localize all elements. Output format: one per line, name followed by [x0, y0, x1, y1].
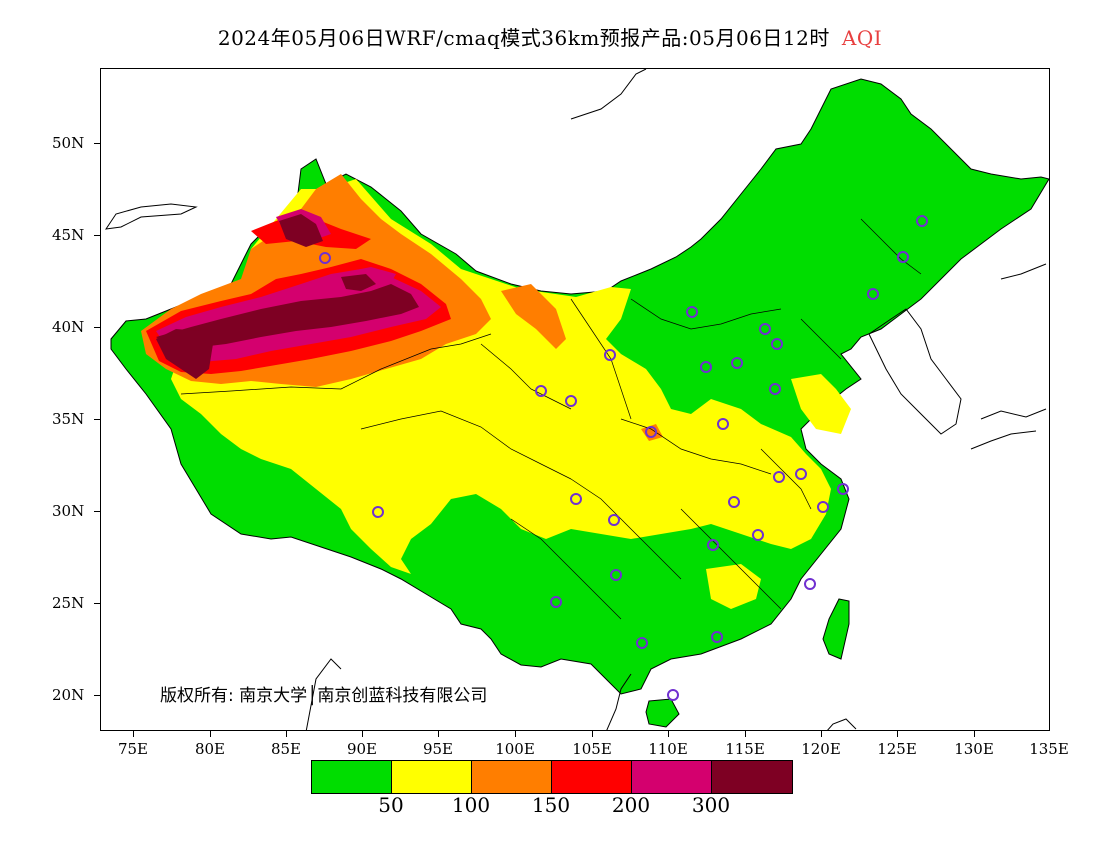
lon-label: 75E: [117, 740, 149, 758]
lat-label: 20N: [52, 686, 85, 704]
lat-tick: [94, 603, 100, 604]
lon-label: 115E: [725, 740, 765, 758]
legend-swatch-good: [312, 761, 392, 793]
lon-label: 100E: [495, 740, 535, 758]
station-marker: [897, 251, 909, 263]
legend-swatch-hazardous: [712, 761, 792, 793]
lat-tick: [94, 327, 100, 328]
lon-tick: [438, 731, 439, 737]
lon-tick: [821, 731, 822, 737]
lon-label: 110E: [648, 740, 688, 758]
lon-tick: [133, 731, 134, 737]
aqi-zone-hazardous-north: [279, 214, 323, 247]
lon-tick: [286, 731, 287, 737]
map-panel[interactable]: [100, 68, 1050, 731]
legend-swatch-sensitive: [472, 761, 552, 793]
legend-label: 200: [611, 793, 651, 817]
aqi-map[interactable]: [101, 69, 1050, 731]
station-marker: [535, 385, 547, 397]
lon-tick: [745, 731, 746, 737]
aqi-zone-sensitive-gansu: [501, 284, 566, 349]
lon-label: 130E: [954, 740, 994, 758]
aqi-legend-bar: [311, 760, 793, 794]
lat-tick: [94, 511, 100, 512]
neighbor-coastlines: [104, 69, 1047, 730]
legend-label: 300: [691, 793, 731, 817]
lat-label: 45N: [52, 226, 85, 244]
lat-label: 30N: [52, 502, 85, 520]
legend-swatch-moderate: [392, 761, 472, 793]
station-marker: [319, 252, 331, 264]
legend-swatch-unhealthy: [552, 761, 632, 793]
station-marker: [608, 514, 620, 526]
lon-label: 95E: [422, 740, 454, 758]
station-marker: [804, 578, 816, 590]
lon-tick: [362, 731, 363, 737]
lon-tick: [515, 731, 516, 737]
title-variable: AQI: [841, 26, 883, 50]
lat-tick: [94, 235, 100, 236]
lat-label: 50N: [52, 134, 85, 152]
lat-label: 35N: [52, 410, 85, 428]
station-marker: [667, 689, 679, 701]
province-boundaries: [180, 218, 922, 620]
lat-tick: [94, 695, 100, 696]
legend-label: 100: [451, 793, 491, 817]
lon-tick: [592, 731, 593, 737]
monitoring-stations[interactable]: [319, 215, 928, 701]
station-marker: [717, 418, 729, 430]
lon-tick: [668, 731, 669, 737]
station-marker: [916, 215, 928, 227]
legend-label: 50: [378, 793, 404, 817]
station-marker: [686, 306, 698, 318]
station-marker: [570, 493, 582, 505]
station-marker: [372, 506, 384, 518]
lon-label: 90E: [346, 740, 378, 758]
legend-label: 150: [531, 793, 571, 817]
lon-label: 135E: [1029, 740, 1069, 758]
lat-tick: [94, 419, 100, 420]
station-marker: [707, 539, 719, 551]
lon-label: 80E: [194, 740, 226, 758]
station-marker: [604, 349, 616, 361]
station-marker: [837, 483, 849, 495]
legend-swatch-very-unhealthy: [632, 761, 712, 793]
station-marker: [771, 338, 783, 350]
aqi-zone-moderate-east: [791, 374, 851, 434]
station-marker: [817, 501, 829, 513]
lon-tick: [897, 731, 898, 737]
station-marker: [610, 569, 622, 581]
station-marker: [731, 357, 743, 369]
copyright-notice: 版权所有: 南京大学│南京创蓝科技有限公司: [160, 686, 488, 706]
station-marker: [728, 496, 740, 508]
lon-label: 125E: [877, 740, 917, 758]
lon-label: 105E: [572, 740, 612, 758]
station-marker: [759, 323, 771, 335]
station-marker: [795, 468, 807, 480]
lon-label: 120E: [801, 740, 841, 758]
lat-tick: [94, 143, 100, 144]
lon-tick: [974, 731, 975, 737]
station-marker: [645, 426, 657, 438]
station-marker: [636, 637, 648, 649]
lat-label: 40N: [52, 318, 85, 336]
station-marker: [773, 471, 785, 483]
lat-label: 25N: [52, 594, 85, 612]
lon-label: 85E: [270, 740, 302, 758]
lon-tick: [210, 731, 211, 737]
aqi-zone-hazardous-west: [156, 329, 213, 379]
hainan-island: [645, 698, 680, 728]
station-marker: [700, 361, 712, 373]
taiwan-island: [822, 598, 850, 660]
station-marker: [752, 529, 764, 541]
station-marker: [769, 383, 781, 395]
station-marker: [867, 288, 879, 300]
map-title: 2024年05月06日WRF/cmaq模式36km预报产品:05月06日12时 A…: [0, 22, 1100, 51]
title-text: 2024年05月06日WRF/cmaq模式36km预报产品:05月06日12时: [217, 26, 830, 50]
station-marker: [550, 596, 562, 608]
aqi-zone-hazardous: [156, 284, 419, 351]
station-marker: [711, 631, 723, 643]
station-marker: [565, 395, 577, 407]
aqi-zone-hazardous-turpan: [341, 274, 376, 291]
